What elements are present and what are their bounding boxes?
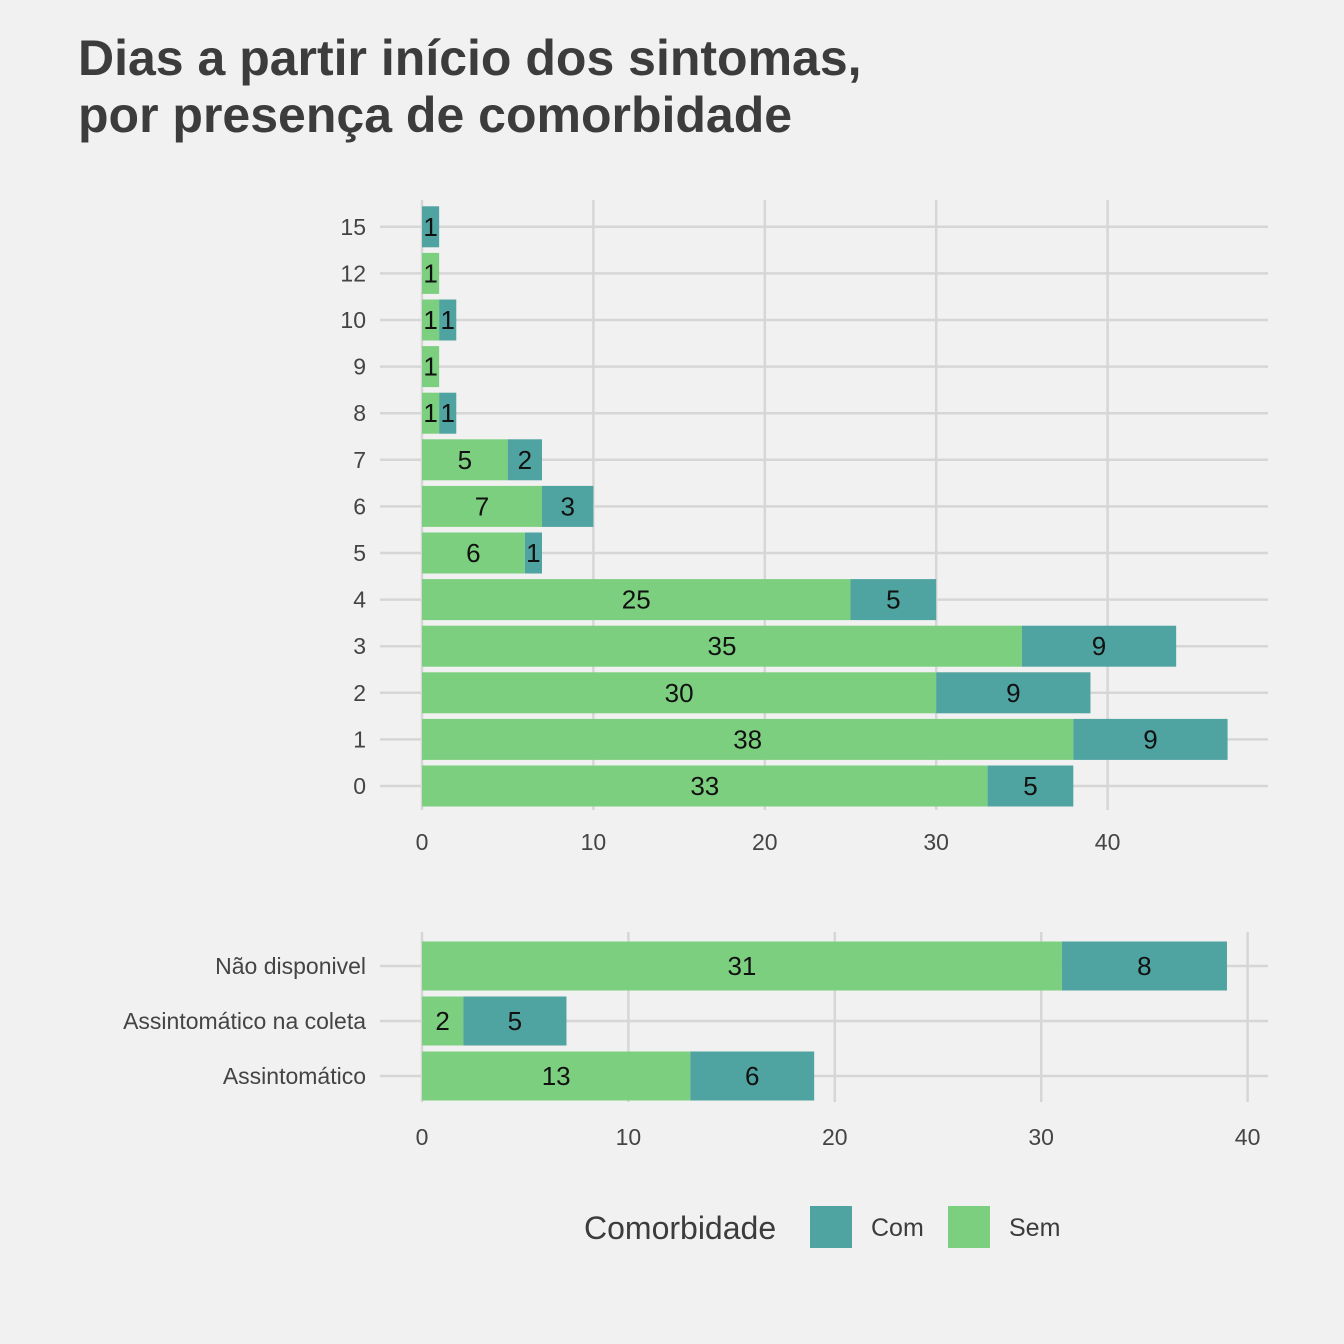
x-tick-label-30: 30	[923, 829, 949, 855]
y-tick-label-1: 1	[353, 726, 366, 752]
bar-label-com-assintomatico: 6	[745, 1061, 759, 1091]
y-tick-label-12: 12	[340, 260, 366, 286]
legend-label-sem: Sem	[1009, 1214, 1060, 1242]
bar-sem-9	[422, 346, 440, 388]
bar-com-10	[439, 299, 457, 341]
y-tick-label-5: 5	[353, 540, 366, 566]
y-tick-label-3: 3	[353, 633, 366, 659]
y-tick-label-0: 0	[353, 773, 366, 799]
x-tick-label-0: 0	[416, 829, 429, 855]
bar-com-15	[422, 206, 440, 248]
bar-label-sem-8: 1	[423, 398, 437, 428]
bar-label-sem-3: 35	[707, 631, 736, 661]
bar-label-com-0: 5	[1023, 771, 1037, 801]
bar-sem-12	[422, 252, 440, 294]
bar-label-com-6: 3	[560, 491, 574, 521]
bar-label-com-assintomatico-na-coleta: 5	[508, 1006, 522, 1036]
bar-sem-5	[422, 532, 525, 574]
x-tick-label-0: 0	[416, 1124, 429, 1150]
bar-com-7	[507, 439, 542, 481]
bar-label-com-1: 9	[1143, 724, 1157, 754]
x-tick-label-40: 40	[1235, 1124, 1261, 1150]
bar-label-sem-6: 7	[475, 491, 489, 521]
bar-sem-assintomatico-na-coleta	[422, 996, 464, 1046]
bar-label-com-nao-disponivel: 8	[1137, 951, 1151, 981]
bar-label-com-2: 9	[1006, 678, 1020, 708]
bar-label-sem-10: 1	[423, 305, 437, 335]
legend: Comorbidade Com Sem	[584, 1206, 1060, 1248]
x-tick-label-20: 20	[752, 829, 778, 855]
bar-label-com-8: 1	[440, 398, 454, 428]
bar-com-assintomatico	[690, 1051, 815, 1101]
bar-com-4	[850, 579, 937, 621]
bar-label-sem-2: 30	[665, 678, 694, 708]
panel-asymptomatic: 13 6 Assintomático 2 5 Assintomático na colet…	[123, 932, 1268, 1150]
chart-title-line-1: Dias a partir início dos sintomas,	[78, 30, 862, 86]
bar-label-com-7: 2	[518, 445, 532, 475]
bar-sem-0	[422, 765, 988, 807]
bar-label-sem-assintomatico: 13	[542, 1061, 571, 1091]
bar-com-0	[987, 765, 1074, 807]
bar-label-com-15: 1	[423, 212, 437, 242]
legend-title: Comorbidade	[584, 1210, 776, 1246]
legend-key-sem	[948, 1206, 990, 1248]
bar-label-sem-5: 6	[466, 538, 480, 568]
bar-label-sem-nao-disponivel: 31	[727, 951, 756, 981]
bar-label-com-4: 5	[886, 585, 900, 615]
bar-label-sem-assintomatico-na-coleta: 2	[435, 1006, 449, 1036]
y-tick-label-8: 8	[353, 400, 366, 426]
legend-key-com	[810, 1206, 852, 1248]
bar-sem-nao-disponivel	[422, 941, 1062, 991]
bar-label-com-10: 1	[440, 305, 454, 335]
y-tick-label-7: 7	[353, 447, 366, 473]
y-tick-label-9: 9	[353, 354, 366, 380]
bar-com-6	[541, 485, 594, 527]
bar-sem-7	[422, 439, 508, 481]
x-tick-label-40: 40	[1095, 829, 1121, 855]
bar-sem-10	[422, 299, 440, 341]
bar-sem-1	[422, 718, 1074, 760]
chart-title: Dias a partir início dos sintomas, por p…	[78, 30, 862, 144]
bar-sem-4	[422, 579, 851, 621]
y-tick-label-assintomatico: Assintomático	[223, 1063, 366, 1089]
x-tick-label-30: 30	[1028, 1124, 1054, 1150]
bar-com-3	[1021, 625, 1177, 667]
bar-label-sem-12: 1	[423, 258, 437, 288]
bar-label-sem-7: 5	[458, 445, 472, 475]
bar-sem-2	[422, 672, 937, 714]
bar-com-2	[936, 672, 1091, 714]
x-tick-label-10: 10	[616, 1124, 642, 1150]
x-tick-label-20: 20	[822, 1124, 848, 1150]
y-tick-label-4: 4	[353, 587, 366, 613]
bar-sem-assintomatico	[422, 1051, 691, 1101]
bar-com-nao-disponivel	[1061, 941, 1227, 991]
y-tick-label-6: 6	[353, 493, 366, 519]
bar-label-sem-1: 38	[733, 724, 762, 754]
bar-label-sem-9: 1	[423, 352, 437, 382]
bar-sem-3	[422, 625, 1022, 667]
y-tick-label-15: 15	[340, 214, 366, 240]
bar-com-5	[524, 532, 542, 574]
bar-label-sem-4: 25	[622, 585, 651, 615]
bar-label-com-3: 9	[1092, 631, 1106, 661]
bar-label-com-5: 1	[526, 538, 540, 568]
y-tick-label-assintomatico-na-coleta: Assintomático na coleta	[123, 1008, 366, 1034]
bar-sem-8	[422, 392, 440, 434]
bar-sem-6	[422, 485, 542, 527]
legend-label-com: Com	[871, 1214, 924, 1242]
y-tick-label-10: 10	[340, 307, 366, 333]
x-tick-label-10: 10	[581, 829, 607, 855]
bar-label-sem-0: 33	[690, 771, 719, 801]
bar-com-1	[1073, 718, 1228, 760]
y-tick-label-nao-disponivel: Não disponivel	[215, 953, 366, 979]
chart-title-line-2: por presença de comorbidade	[78, 87, 793, 143]
y-tick-label-2: 2	[353, 680, 366, 706]
bar-com-assintomatico-na-coleta	[463, 996, 567, 1046]
bar-com-8	[439, 392, 457, 434]
